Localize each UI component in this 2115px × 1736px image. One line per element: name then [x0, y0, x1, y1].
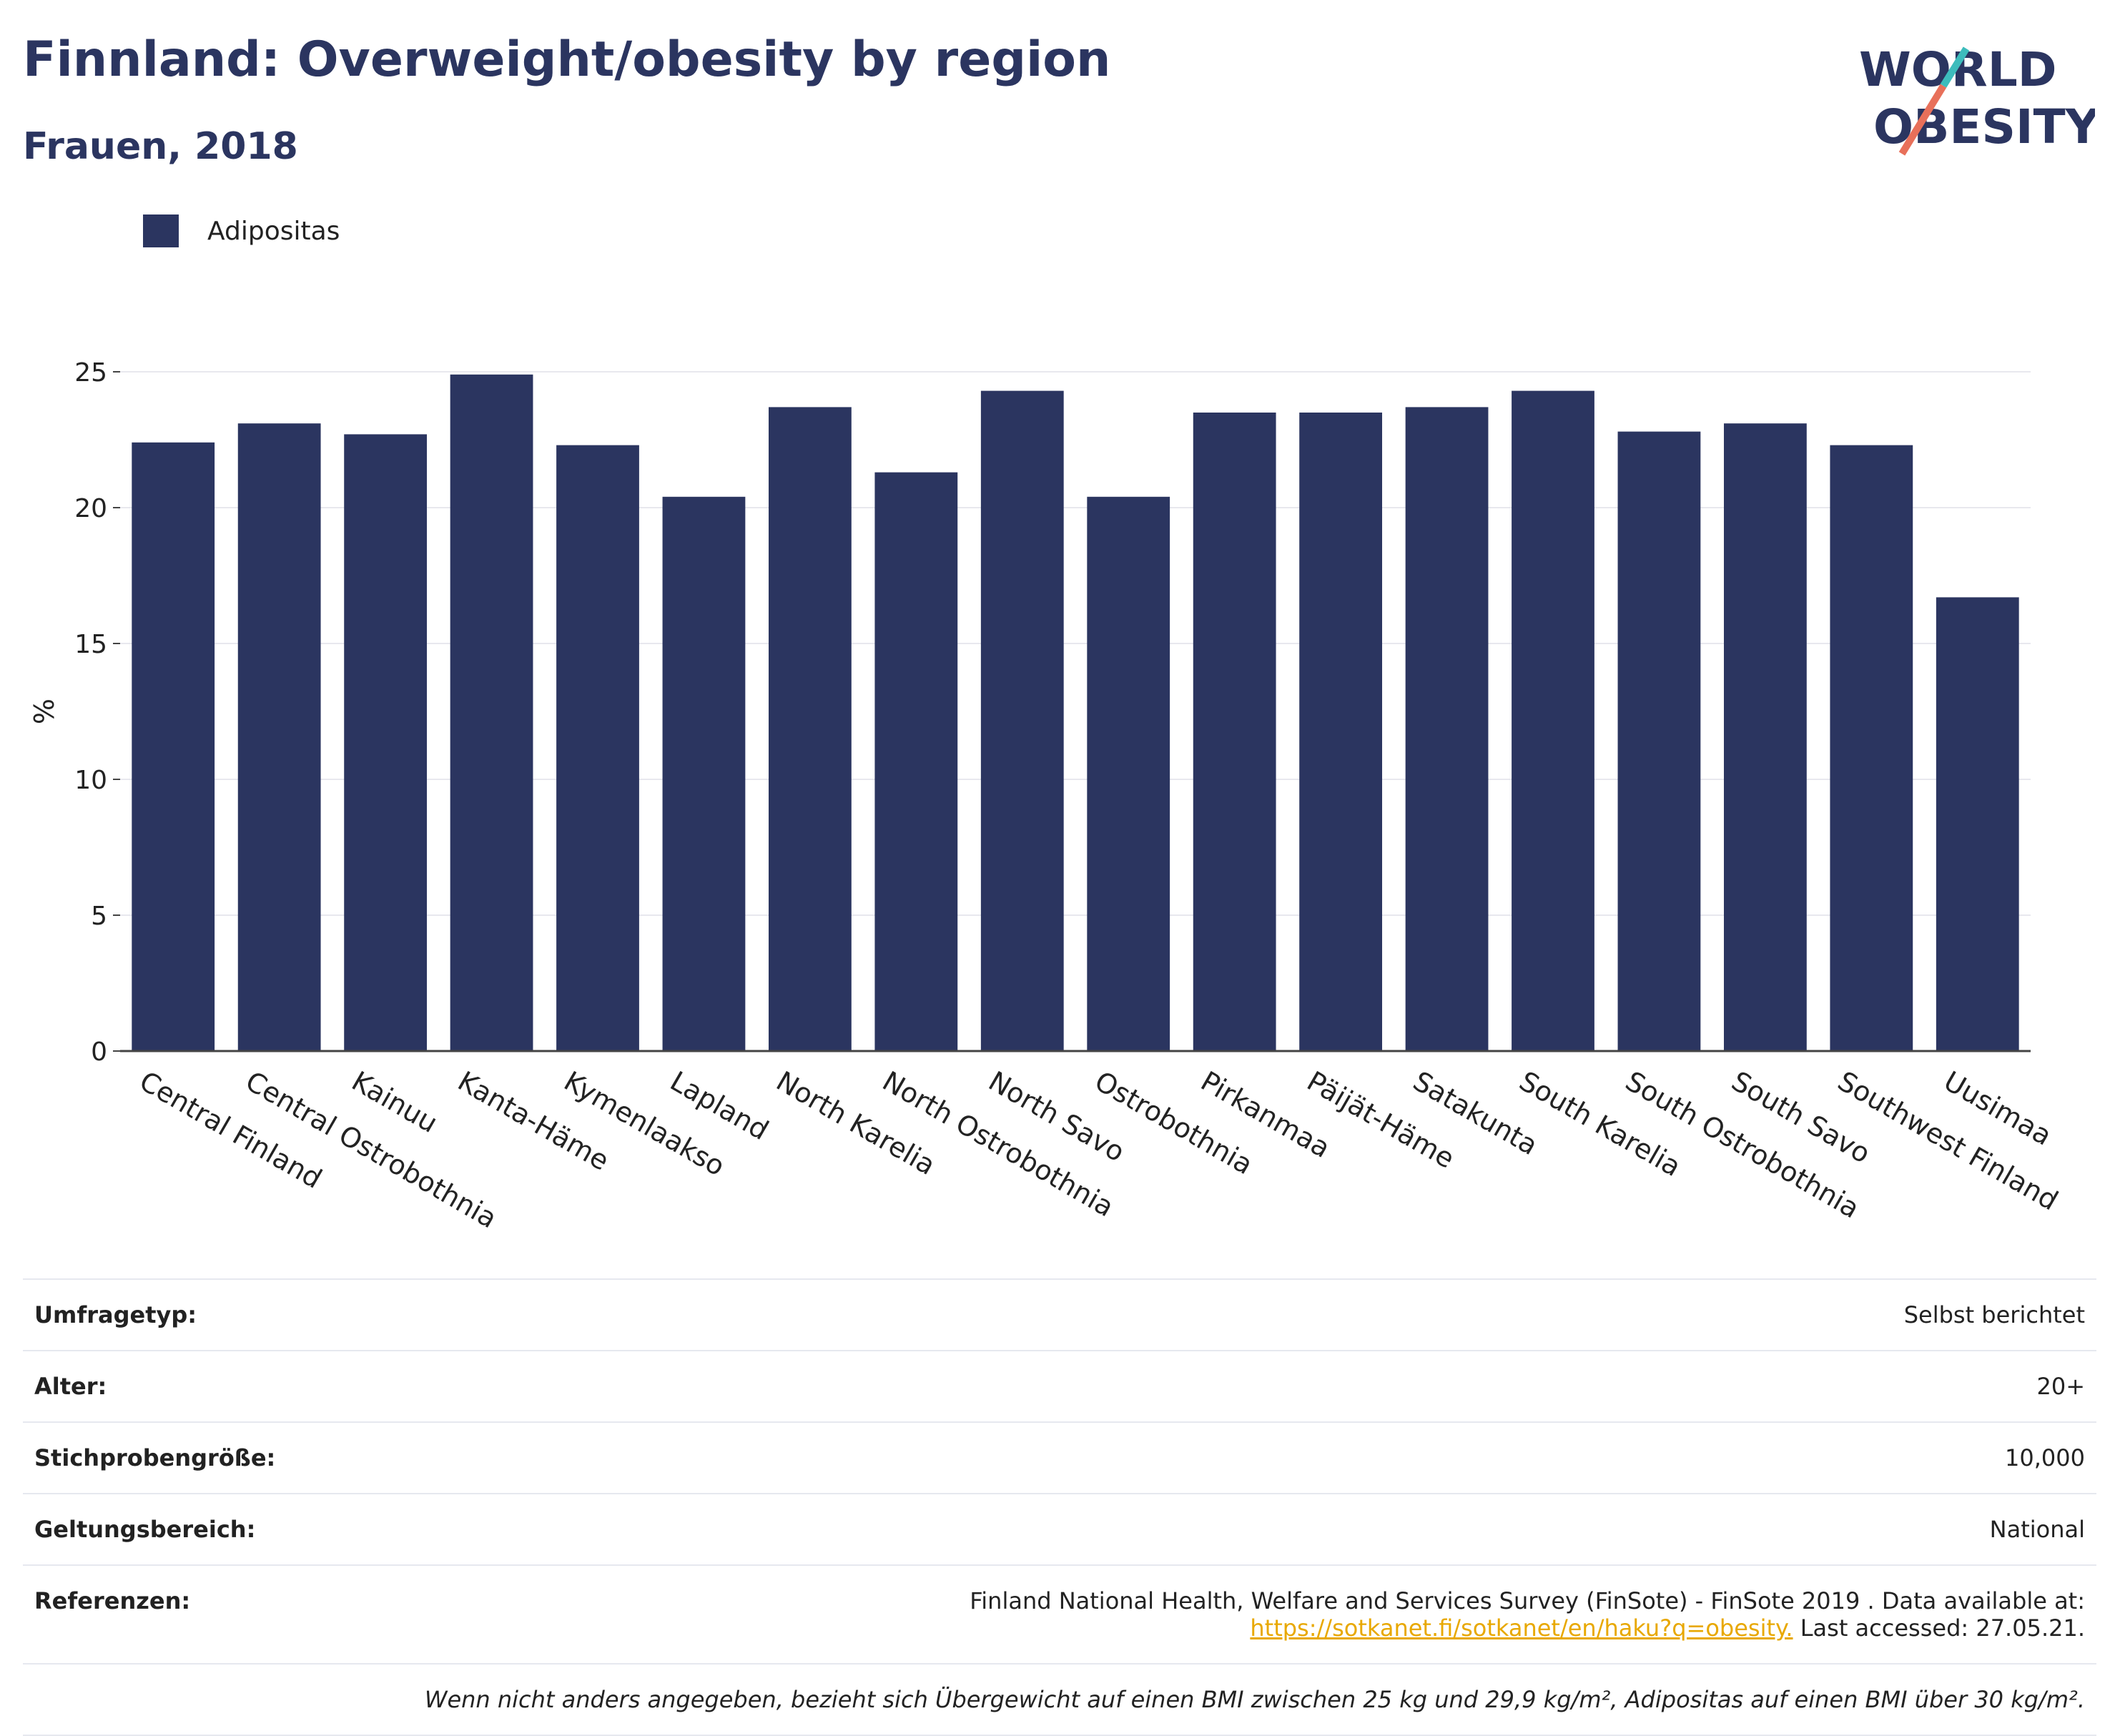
bar — [1087, 496, 1170, 1051]
y-tick-label: 15 — [74, 630, 107, 659]
bar — [237, 423, 321, 1051]
footnote: Wenn nicht anders angegeben, bezieht sic… — [23, 1663, 2096, 1736]
bar — [132, 442, 215, 1051]
bar — [1830, 445, 1913, 1051]
y-tick-label: 5 — [91, 902, 107, 931]
bar — [1617, 431, 1701, 1051]
bar — [450, 374, 533, 1051]
bar — [1723, 423, 1807, 1051]
bar — [1299, 413, 1383, 1051]
info-row-references: Referenzen: Finland National Health, Wel… — [23, 1564, 2096, 1663]
info-key: Referenzen: — [34, 1587, 191, 1614]
page-subtitle: Frauen, 2018 — [23, 125, 298, 168]
info-row-scope: Geltungsbereich: National — [23, 1493, 2096, 1564]
bar — [980, 390, 1064, 1051]
info-row-survey-type: Umfragetyp: Selbst berichtet — [23, 1278, 2096, 1350]
y-tick-label: 10 — [74, 766, 107, 795]
references-accessed: Last accessed: 27.05.21. — [1793, 1614, 2085, 1642]
bar — [662, 496, 746, 1051]
bar — [1405, 407, 1489, 1051]
bar — [874, 472, 958, 1051]
info-value: Selbst berichtet — [1903, 1301, 2085, 1328]
chart-legend: Adipositas — [143, 214, 340, 247]
svg-text:WORLD: WORLD — [1859, 42, 2057, 97]
y-tick-label: 0 — [91, 1037, 107, 1067]
bar — [1936, 597, 2019, 1051]
info-key: Umfragetyp: — [34, 1301, 197, 1328]
legend-swatch — [143, 214, 179, 247]
references-link[interactable]: https://sotkanet.fi/sotkanet/en/haku?q=o… — [1250, 1614, 1793, 1642]
references-value: Finland National Health, Welfare and Ser… — [970, 1587, 2085, 1642]
y-tick-label: 25 — [74, 358, 107, 388]
info-value: 10,000 — [2005, 1444, 2085, 1471]
bar — [1193, 413, 1276, 1051]
info-row-sample-size: Stichprobengröße: 10,000 — [23, 1421, 2096, 1493]
info-value: 20+ — [2036, 1373, 2085, 1400]
info-table: Umfragetyp: Selbst berichtet Alter: 20+ … — [23, 1278, 2096, 1736]
references-text: Finland National Health, Welfare and Ser… — [970, 1587, 2085, 1614]
legend-label: Adipositas — [207, 216, 340, 246]
bar — [768, 407, 852, 1051]
y-axis-label: % — [29, 699, 60, 724]
info-row-age: Alter: 20+ — [23, 1350, 2096, 1421]
info-key: Stichprobengröße: — [34, 1444, 276, 1471]
y-tick-label: 20 — [74, 494, 107, 523]
bar — [1512, 390, 1594, 1051]
world-obesity-logo: WORLD OBESITY — [1859, 42, 2095, 156]
page-title: Finnland: Overweight/obesity by region — [23, 31, 1111, 88]
bar — [556, 445, 639, 1051]
info-key: Alter: — [34, 1373, 107, 1400]
x-tick-label: Central Finland — [134, 1065, 327, 1195]
info-value: National — [1989, 1516, 2085, 1543]
info-key: Geltungsbereich: — [34, 1516, 256, 1543]
bar — [344, 434, 428, 1051]
